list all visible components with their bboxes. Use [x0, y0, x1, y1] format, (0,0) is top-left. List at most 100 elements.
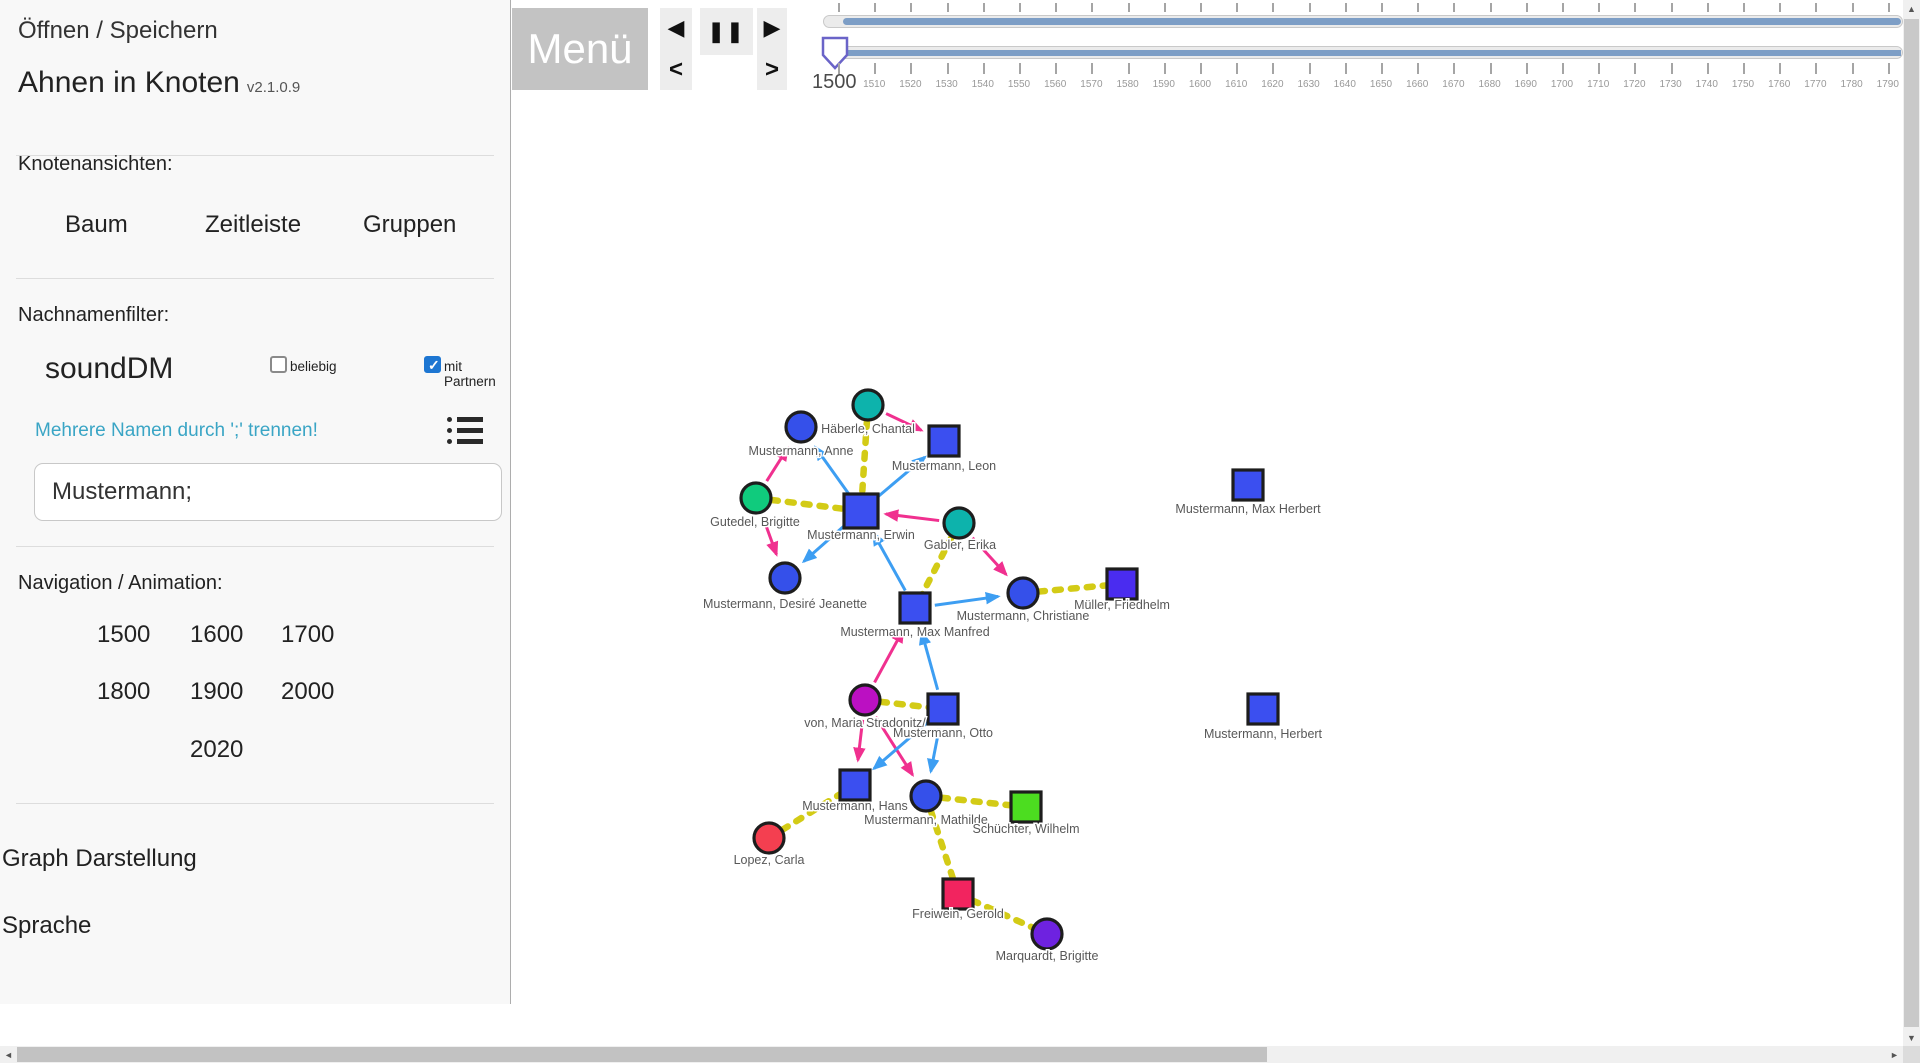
- father-edge: [801, 523, 847, 564]
- graph-display-menu[interactable]: Graph Darstellung: [2, 845, 197, 872]
- father-edge: [814, 445, 851, 496]
- graph-node[interactable]: [926, 692, 960, 726]
- graph-node[interactable]: [1105, 567, 1139, 601]
- graph-node-label: Freiwein, Gerold: [912, 907, 1004, 921]
- graph-node-label: Müller, Friedhelm: [1074, 598, 1170, 612]
- app-version: v2.1.0.9: [246, 79, 301, 96]
- timeline-year-label: 1640: [1333, 79, 1356, 90]
- father-edge: [918, 629, 940, 691]
- slower-button[interactable]: <: [668, 56, 683, 83]
- graph-node[interactable]: [848, 683, 882, 717]
- graph-node[interactable]: [941, 877, 975, 911]
- graph-node-label: Mustermann, Max Herbert: [1175, 502, 1321, 516]
- graph-node[interactable]: [1006, 576, 1040, 610]
- timeline-tick: [1525, 3, 1528, 12]
- year-1600-button[interactable]: 1600: [190, 621, 244, 648]
- surname-filter-input[interactable]: [34, 463, 502, 521]
- menu-button[interactable]: Menü: [512, 8, 648, 90]
- vertical-scrollbar[interactable]: ▲ ▼: [1903, 0, 1920, 1046]
- pause-button[interactable]: ❚❚: [700, 8, 753, 55]
- graph-node[interactable]: [898, 591, 932, 625]
- timeline-year-label: 1790: [1876, 79, 1899, 90]
- beliebig-checkbox[interactable]: [270, 356, 287, 373]
- range-slider[interactable]: [823, 15, 1903, 28]
- timeline-year-label: 1650: [1369, 79, 1393, 90]
- timeline-tick: [1525, 63, 1528, 74]
- horizontal-scrollbar-thumb[interactable]: [17, 1047, 1267, 1062]
- graph-node[interactable]: [909, 779, 943, 813]
- timeline-year-label: 1720: [1623, 79, 1646, 90]
- graph-node[interactable]: [1030, 917, 1064, 951]
- year-2020-button[interactable]: 2020: [190, 736, 244, 763]
- year-2000-button[interactable]: 2000: [281, 678, 335, 705]
- timeline-current-year: 1500: [812, 71, 857, 93]
- app-title: Ahnen in Knoten: [18, 66, 240, 99]
- timeline-tick: [1344, 3, 1347, 12]
- view-zeitleiste-button[interactable]: Zeitleiste: [205, 211, 302, 238]
- scroll-down-icon[interactable]: ▼: [1907, 1032, 1916, 1043]
- scroll-right-icon[interactable]: ►: [1890, 1049, 1899, 1060]
- timeline-tick: [1200, 63, 1202, 74]
- scroll-up-icon[interactable]: ▲: [1907, 3, 1916, 14]
- vertical-scrollbar-thumb[interactable]: [1904, 19, 1919, 1027]
- timeline-year-label: 1570: [1080, 79, 1103, 90]
- timeline-year-label: 1560: [1044, 79, 1067, 90]
- father-edge: [871, 530, 907, 592]
- app-title-row: Ahnen in Knoten v2.1.0.9: [18, 66, 300, 100]
- graph-node[interactable]: [739, 481, 773, 515]
- graph-node-label: Mustermann, Anne: [749, 444, 854, 458]
- graph-node[interactable]: [851, 388, 885, 422]
- step-back-button[interactable]: ◀: [667, 15, 685, 40]
- view-gruppen-button[interactable]: Gruppen: [363, 211, 457, 238]
- graph-node[interactable]: [1009, 790, 1043, 824]
- scroll-left-icon[interactable]: ◄: [4, 1049, 13, 1060]
- horizontal-scrollbar[interactable]: ◄ ►: [0, 1046, 1903, 1063]
- graph-node[interactable]: [1246, 692, 1280, 726]
- mit-partnern-checkbox[interactable]: [424, 356, 441, 374]
- view-baum-button[interactable]: Baum: [65, 211, 128, 238]
- faster-button[interactable]: >: [764, 56, 779, 83]
- mother-edge: [761, 516, 779, 557]
- timeline-tick: [1743, 3, 1745, 12]
- timeline-year-label: 1610: [1225, 79, 1248, 90]
- year-slider[interactable]: [823, 46, 1903, 59]
- graph-node[interactable]: [942, 506, 976, 540]
- open-save-menu[interactable]: Öffnen / Speichern: [18, 17, 218, 44]
- year-1500-button[interactable]: 1500: [97, 621, 151, 648]
- step-forward-button[interactable]: ▶: [763, 15, 781, 40]
- timeline-tick: [1453, 63, 1456, 74]
- timeline-year-label: 1520: [899, 79, 922, 90]
- timeline-year-label: 1770: [1804, 79, 1827, 90]
- timeline-tick: [1815, 3, 1818, 12]
- father-edge: [934, 591, 1001, 607]
- timeline-tick: [1308, 63, 1311, 74]
- graph-node[interactable]: [752, 821, 786, 855]
- year-1900-button[interactable]: 1900: [190, 678, 244, 705]
- year-1800-button[interactable]: 1800: [97, 678, 151, 705]
- graph-node-label: Marquardt, Brigitte: [996, 949, 1099, 963]
- timeline-tick: [874, 63, 877, 74]
- genealogy-graph-canvas[interactable]: Häberle, Chantal Mustermann, Anne Musterma…: [510, 0, 1903, 1046]
- graph-node[interactable]: [784, 410, 818, 444]
- timeline-tick: [1489, 3, 1492, 12]
- nav-left-column: ◀ <: [660, 8, 692, 90]
- timeline-tick: [1055, 63, 1058, 74]
- year-slider-handle[interactable]: [821, 36, 849, 70]
- timeline-tick: [1091, 63, 1094, 74]
- name-list-icon[interactable]: [447, 416, 483, 446]
- graph-node[interactable]: [838, 768, 872, 802]
- timeline-tick: [1706, 63, 1709, 74]
- language-menu[interactable]: Sprache: [2, 912, 92, 939]
- graph-node[interactable]: [1231, 468, 1265, 502]
- timeline-tick: [1743, 63, 1745, 74]
- multiple-names-hint[interactable]: Mehrere Namen durch ';' trennen!: [35, 420, 318, 441]
- year-1700-button[interactable]: 1700: [281, 621, 335, 648]
- graph-node-label: Lopez, Carla: [734, 853, 805, 867]
- graph-node[interactable]: [768, 561, 802, 595]
- timeline-tick: [982, 3, 985, 12]
- graph-node[interactable]: [842, 492, 880, 530]
- graph-node[interactable]: [927, 424, 961, 458]
- timeline-tick: [1200, 3, 1202, 12]
- sounddm-button[interactable]: soundDM: [45, 352, 174, 385]
- timeline-year-label: 1750: [1731, 79, 1755, 90]
